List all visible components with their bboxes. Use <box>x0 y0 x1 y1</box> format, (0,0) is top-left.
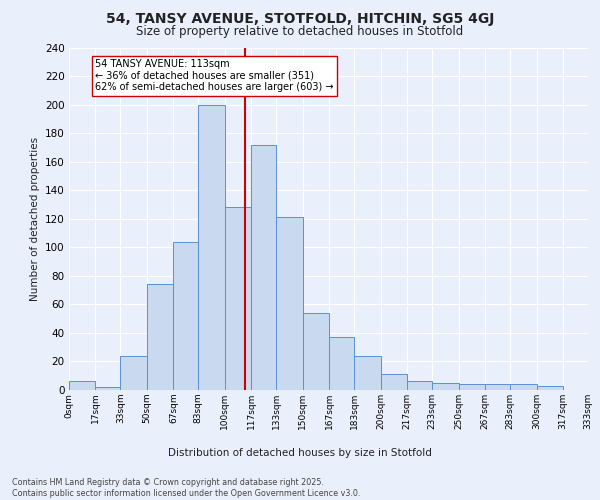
Bar <box>329 337 354 390</box>
Bar <box>225 208 251 390</box>
Bar <box>147 284 173 390</box>
Bar <box>173 242 199 390</box>
Bar <box>485 384 510 390</box>
Bar <box>251 144 276 390</box>
Bar <box>458 384 485 390</box>
Text: 54, TANSY AVENUE, STOTFOLD, HITCHIN, SG5 4GJ: 54, TANSY AVENUE, STOTFOLD, HITCHIN, SG5… <box>106 12 494 26</box>
Bar <box>276 218 303 390</box>
Text: Contains HM Land Registry data © Crown copyright and database right 2025.
Contai: Contains HM Land Registry data © Crown c… <box>12 478 361 498</box>
Bar <box>354 356 381 390</box>
Bar <box>510 384 536 390</box>
Bar <box>303 313 329 390</box>
Bar <box>381 374 407 390</box>
Bar <box>432 383 458 390</box>
Text: Distribution of detached houses by size in Stotfold: Distribution of detached houses by size … <box>168 448 432 458</box>
Bar <box>407 382 432 390</box>
Text: 54 TANSY AVENUE: 113sqm
← 36% of detached houses are smaller (351)
62% of semi-d: 54 TANSY AVENUE: 113sqm ← 36% of detache… <box>95 59 334 92</box>
Bar <box>95 387 121 390</box>
Bar <box>536 386 563 390</box>
Bar <box>69 382 95 390</box>
Text: Size of property relative to detached houses in Stotfold: Size of property relative to detached ho… <box>136 25 464 38</box>
Bar <box>199 104 225 390</box>
Bar <box>121 356 147 390</box>
Y-axis label: Number of detached properties: Number of detached properties <box>29 136 40 301</box>
